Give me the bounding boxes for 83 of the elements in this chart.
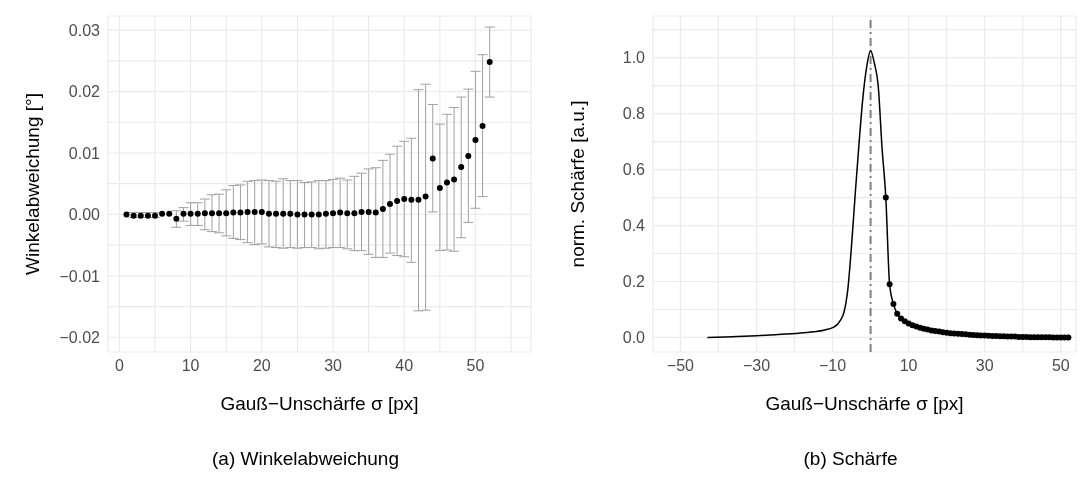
point bbox=[1065, 334, 1072, 341]
point bbox=[251, 208, 258, 215]
y-tick-label: 0.4 bbox=[622, 217, 646, 235]
point bbox=[344, 210, 351, 217]
y-tick-label: 1.0 bbox=[622, 49, 646, 67]
point bbox=[322, 210, 329, 217]
point bbox=[337, 209, 344, 216]
point bbox=[166, 210, 173, 217]
point bbox=[458, 164, 465, 171]
x-tick-label: 40 bbox=[395, 357, 414, 375]
text: (a) Winkelabweichung bbox=[211, 448, 400, 470]
y-tick-label: 0.6 bbox=[622, 161, 646, 179]
x-tick-label: 30 bbox=[975, 357, 994, 375]
point bbox=[315, 211, 322, 218]
point bbox=[394, 197, 401, 204]
point bbox=[244, 208, 251, 215]
y-tick-label: 0.00 bbox=[68, 206, 101, 224]
point bbox=[890, 300, 897, 307]
point bbox=[123, 211, 130, 218]
x-tick-label: 50 bbox=[466, 357, 485, 375]
point bbox=[308, 211, 315, 218]
x-axis-title: Gauß−Unschärfe σ [px] bbox=[765, 393, 964, 414]
point bbox=[173, 215, 180, 222]
point bbox=[886, 281, 893, 288]
point bbox=[351, 210, 358, 217]
point bbox=[330, 210, 337, 217]
point bbox=[180, 210, 187, 217]
point bbox=[894, 310, 901, 317]
x-tick-label: 30 bbox=[324, 357, 343, 375]
x-tick-label: 10 bbox=[899, 357, 918, 375]
point bbox=[194, 210, 201, 217]
point bbox=[387, 200, 393, 207]
point bbox=[301, 211, 308, 218]
point bbox=[258, 208, 265, 215]
y-tick-label: 0.03 bbox=[68, 21, 101, 39]
point bbox=[379, 205, 386, 212]
x-tick-label: −30 bbox=[742, 357, 771, 375]
y-tick-label: 0.01 bbox=[68, 144, 101, 162]
point bbox=[486, 59, 493, 66]
point bbox=[201, 210, 208, 217]
point bbox=[436, 184, 443, 191]
point bbox=[882, 194, 889, 201]
point bbox=[216, 210, 223, 217]
y-tick-label: 0.0 bbox=[622, 329, 646, 347]
point bbox=[372, 209, 379, 216]
point bbox=[187, 210, 194, 217]
point bbox=[422, 193, 429, 200]
point bbox=[365, 208, 372, 215]
point bbox=[223, 210, 230, 217]
point bbox=[451, 176, 458, 183]
point bbox=[287, 210, 294, 217]
point bbox=[280, 210, 287, 217]
point bbox=[273, 210, 280, 217]
point bbox=[472, 137, 479, 144]
point bbox=[159, 210, 166, 217]
y-tick-label: 0.02 bbox=[68, 83, 101, 101]
x-tick-label: 10 bbox=[181, 357, 200, 375]
x-tick-label: 20 bbox=[252, 357, 271, 375]
point bbox=[401, 196, 408, 203]
x-tick-label: −10 bbox=[818, 357, 847, 375]
point bbox=[237, 209, 244, 216]
point bbox=[479, 122, 486, 129]
point bbox=[429, 155, 436, 162]
point bbox=[443, 179, 450, 186]
point bbox=[415, 196, 422, 203]
x-axis-title: Gauß−Unschärfe σ [px] bbox=[220, 393, 419, 414]
y-axis-title: norm. Schärfe [a.u.] bbox=[566, 100, 588, 268]
point bbox=[294, 211, 301, 218]
x-tick-label: 0 bbox=[114, 357, 124, 375]
point bbox=[358, 208, 365, 215]
x-tick-label: −50 bbox=[666, 357, 695, 375]
y-tick-label: 0.8 bbox=[622, 105, 646, 123]
x-tick-label: 50 bbox=[1051, 357, 1070, 375]
y-axis-title: Winkelabweichung [°] bbox=[21, 93, 43, 275]
text: (b) Schärfe bbox=[802, 448, 899, 470]
point bbox=[230, 209, 237, 216]
y-tick-label: −0.02 bbox=[59, 328, 101, 346]
point bbox=[265, 210, 272, 217]
point bbox=[208, 210, 215, 217]
point bbox=[465, 153, 472, 160]
point bbox=[408, 196, 415, 203]
y-tick-label: −0.01 bbox=[59, 267, 101, 285]
y-tick-label: 0.2 bbox=[622, 273, 646, 291]
